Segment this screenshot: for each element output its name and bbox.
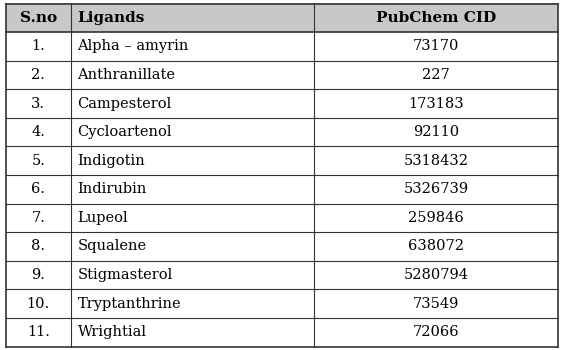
Text: 5318432: 5318432 <box>404 154 469 168</box>
Text: 5326739: 5326739 <box>404 182 469 196</box>
Text: 2.: 2. <box>32 68 45 82</box>
Bar <box>6 318 558 346</box>
Text: Ligands: Ligands <box>77 11 145 25</box>
Text: Lupeol: Lupeol <box>77 211 128 225</box>
Text: Anthranillate: Anthranillate <box>77 68 175 82</box>
Text: 11.: 11. <box>27 325 50 339</box>
Text: Tryptanthrine: Tryptanthrine <box>77 297 181 311</box>
Bar <box>6 232 558 261</box>
Bar <box>6 89 558 118</box>
Text: 73170: 73170 <box>413 40 460 53</box>
Text: 227: 227 <box>422 68 450 82</box>
Bar <box>6 32 558 61</box>
Text: 92110: 92110 <box>413 125 459 139</box>
Bar <box>6 261 558 289</box>
Bar <box>6 175 558 204</box>
Text: Stigmasterol: Stigmasterol <box>77 268 173 282</box>
Text: 5280794: 5280794 <box>404 268 469 282</box>
Bar <box>6 61 558 89</box>
Text: 5.: 5. <box>32 154 45 168</box>
Bar <box>6 289 558 318</box>
Text: Indirubin: Indirubin <box>77 182 147 196</box>
Text: Indigotin: Indigotin <box>77 154 146 168</box>
Text: 173183: 173183 <box>408 97 464 111</box>
Text: 1.: 1. <box>32 40 45 53</box>
Text: 10.: 10. <box>27 297 50 311</box>
Text: Campesterol: Campesterol <box>77 97 172 111</box>
Text: Squalene: Squalene <box>77 239 147 253</box>
Text: Wrightial: Wrightial <box>77 325 147 339</box>
Text: 73549: 73549 <box>413 297 460 311</box>
Text: Alpha – amyrin: Alpha – amyrin <box>77 40 189 53</box>
Text: S.no: S.no <box>20 11 57 25</box>
Text: 7.: 7. <box>32 211 45 225</box>
Text: 3.: 3. <box>31 97 45 111</box>
Text: 6.: 6. <box>31 182 45 196</box>
Text: 9.: 9. <box>32 268 45 282</box>
Text: 72066: 72066 <box>413 325 460 339</box>
Bar <box>6 146 558 175</box>
Bar <box>6 118 558 146</box>
Bar <box>6 4 558 32</box>
Text: Cycloartenol: Cycloartenol <box>77 125 172 139</box>
Text: 8.: 8. <box>31 239 45 253</box>
Bar <box>6 204 558 232</box>
Text: 259846: 259846 <box>408 211 464 225</box>
Text: 638072: 638072 <box>408 239 464 253</box>
Text: 4.: 4. <box>32 125 45 139</box>
Text: PubChem CID: PubChem CID <box>376 11 496 25</box>
